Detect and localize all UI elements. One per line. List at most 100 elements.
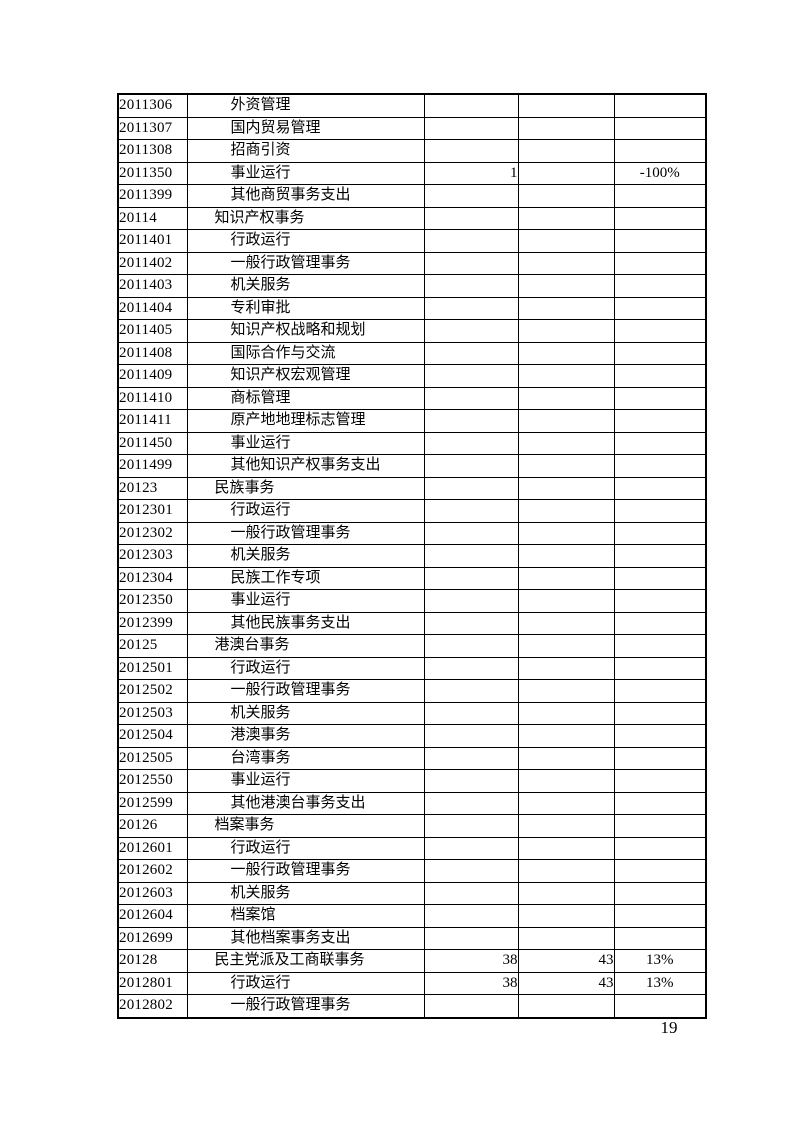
table-row: 2012303 机关服务 bbox=[117, 544, 707, 568]
value1-cell bbox=[423, 184, 519, 208]
value1-cell bbox=[423, 634, 519, 658]
table-row: 2012802 一般行政管理事务 bbox=[117, 994, 707, 1018]
value3-cell bbox=[613, 93, 707, 118]
value2-cell bbox=[517, 319, 615, 343]
code-cell: 2012802 bbox=[117, 994, 188, 1018]
table-row: 2011404 专利审批 bbox=[117, 296, 707, 320]
table-row: 2011308 招商引资 bbox=[117, 139, 707, 163]
code-cell: 20123 bbox=[117, 476, 188, 500]
name-cell: 机关服务 bbox=[186, 701, 425, 725]
value1-cell bbox=[423, 904, 519, 928]
code-cell: 2012399 bbox=[117, 611, 188, 635]
value2-cell bbox=[517, 724, 615, 748]
name-cell: 行政运行 bbox=[186, 499, 425, 523]
value3-cell bbox=[613, 521, 707, 545]
value3-cell bbox=[613, 409, 707, 433]
code-cell: 2012603 bbox=[117, 881, 188, 905]
value1-cell bbox=[423, 499, 519, 523]
value1-cell bbox=[423, 229, 519, 253]
value2-cell bbox=[517, 791, 615, 815]
table-row: 2012504 港澳事务 bbox=[117, 724, 707, 748]
value1-cell bbox=[423, 251, 519, 275]
value3-cell bbox=[613, 116, 707, 140]
value2-cell bbox=[517, 589, 615, 613]
value3-cell bbox=[613, 611, 707, 635]
value3-cell bbox=[613, 386, 707, 410]
table-row: 2011409 知识产权宏观管理 bbox=[117, 364, 707, 388]
table-row: 2011499 其他知识产权事务支出 bbox=[117, 454, 707, 478]
table-row: 2011403 机关服务 bbox=[117, 274, 707, 298]
value3-cell bbox=[613, 746, 707, 770]
value2-cell bbox=[517, 904, 615, 928]
code-cell: 2011404 bbox=[117, 296, 188, 320]
code-cell: 2011405 bbox=[117, 319, 188, 343]
name-cell: 知识产权事务 bbox=[186, 206, 425, 230]
budget-table: 2011306 外资管理 2011307 国内贸易管理 2011308 招商引资 20113… bbox=[117, 93, 707, 1019]
name-cell: 民族事务 bbox=[186, 476, 425, 500]
name-cell: 其他民族事务支出 bbox=[186, 611, 425, 635]
value3-cell bbox=[613, 566, 707, 590]
table-row: 2011410 商标管理 bbox=[117, 386, 707, 410]
code-cell: 2012350 bbox=[117, 589, 188, 613]
value3-cell bbox=[613, 926, 707, 950]
code-cell: 2011403 bbox=[117, 274, 188, 298]
table-row: 2012604 档案馆 bbox=[117, 904, 707, 928]
value2-cell bbox=[517, 409, 615, 433]
value3-cell bbox=[613, 544, 707, 568]
table-row: 20125 港澳台事务 bbox=[117, 634, 707, 658]
value1-cell bbox=[423, 544, 519, 568]
value3-cell bbox=[613, 431, 707, 455]
name-cell: 知识产权战略和规划 bbox=[186, 319, 425, 343]
table-row: 2011408 国际合作与交流 bbox=[117, 341, 707, 365]
name-cell: 国际合作与交流 bbox=[186, 341, 425, 365]
value3-cell bbox=[613, 251, 707, 275]
code-cell: 20125 bbox=[117, 634, 188, 658]
value1-cell bbox=[423, 814, 519, 838]
value3-cell: 13% bbox=[613, 949, 707, 973]
table-row: 20126 档案事务 bbox=[117, 814, 707, 838]
value1-cell bbox=[423, 431, 519, 455]
value2-cell bbox=[517, 93, 615, 118]
code-cell: 2011401 bbox=[117, 229, 188, 253]
value2-cell bbox=[517, 836, 615, 860]
name-cell: 台湾事务 bbox=[186, 746, 425, 770]
value2-cell bbox=[517, 431, 615, 455]
value3-cell bbox=[613, 701, 707, 725]
value2-cell bbox=[517, 296, 615, 320]
value1-cell bbox=[423, 881, 519, 905]
value1-cell bbox=[423, 386, 519, 410]
code-cell: 2012502 bbox=[117, 679, 188, 703]
value3-cell bbox=[613, 454, 707, 478]
value1-cell bbox=[423, 341, 519, 365]
table-row: 2012501 行政运行 bbox=[117, 656, 707, 680]
value1-cell bbox=[423, 319, 519, 343]
value1-cell: 1 bbox=[423, 161, 519, 185]
name-cell: 外资管理 bbox=[186, 93, 425, 118]
value3-cell bbox=[613, 184, 707, 208]
name-cell: 一般行政管理事务 bbox=[186, 679, 425, 703]
table-row: 2012601 行政运行 bbox=[117, 836, 707, 860]
value2-cell bbox=[517, 499, 615, 523]
table-row: 2012599 其他港澳台事务支出 bbox=[117, 791, 707, 815]
table-row: 2012350 事业运行 bbox=[117, 589, 707, 613]
value1-cell bbox=[423, 274, 519, 298]
name-cell: 机关服务 bbox=[186, 881, 425, 905]
table-row: 2012602 一般行政管理事务 bbox=[117, 859, 707, 883]
name-cell: 一般行政管理事务 bbox=[186, 994, 425, 1018]
name-cell: 国内贸易管理 bbox=[186, 116, 425, 140]
name-cell: 招商引资 bbox=[186, 139, 425, 163]
value1-cell bbox=[423, 296, 519, 320]
value2-cell bbox=[517, 229, 615, 253]
value1-cell bbox=[423, 679, 519, 703]
value3-cell bbox=[613, 341, 707, 365]
name-cell: 事业运行 bbox=[186, 589, 425, 613]
code-cell: 2012801 bbox=[117, 971, 188, 995]
table-row: 2012503 机关服务 bbox=[117, 701, 707, 725]
code-cell: 2012304 bbox=[117, 566, 188, 590]
code-cell: 2012503 bbox=[117, 701, 188, 725]
value3-cell bbox=[613, 836, 707, 860]
code-cell: 2012303 bbox=[117, 544, 188, 568]
code-cell: 2012602 bbox=[117, 859, 188, 883]
value3-cell: -100% bbox=[613, 161, 707, 185]
